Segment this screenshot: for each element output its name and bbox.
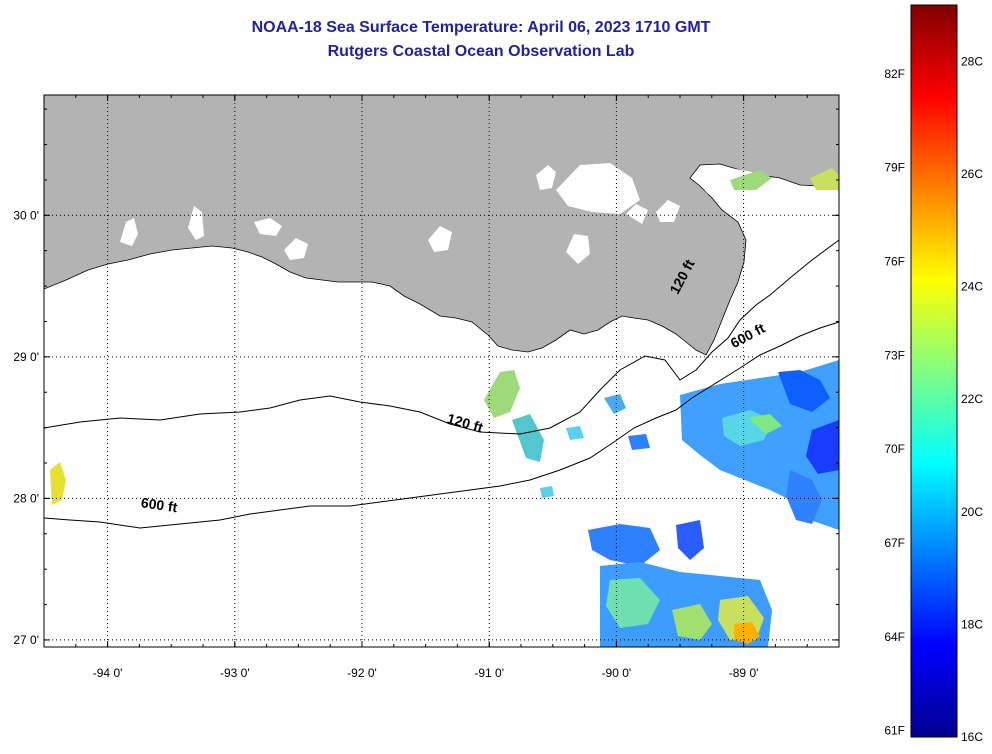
contour-600ft [43, 321, 840, 529]
lake-shape [188, 206, 204, 240]
colorbar-c-label: 28C [961, 54, 983, 68]
lon-tick-label: -93 0' [220, 666, 250, 680]
colorbar [910, 4, 958, 738]
contour-120ft-west [43, 239, 840, 435]
colorbar-c-label: 20C [961, 505, 983, 519]
colorbar-c-label: 26C [961, 167, 983, 181]
colorbar-f-label: 76F [884, 255, 905, 269]
lake-shape [428, 226, 452, 252]
colorbar-c-label: 18C [961, 617, 983, 631]
land-mass [44, 95, 839, 356]
colorbar-f-label: 70F [884, 442, 905, 456]
lat-tick-label: 27 0' [13, 633, 39, 647]
lake-shape [566, 234, 590, 264]
map-title: NOAA-18 Sea Surface Temperature: April 0… [251, 19, 711, 36]
lat-tick-label: 28 0' [13, 491, 39, 505]
lat-tick-label: 30 0' [13, 208, 39, 222]
lon-tick-label: -89 0' [729, 666, 759, 680]
colorbar-f-label: 79F [884, 161, 905, 175]
lake-shape [536, 165, 556, 190]
colorbar-labels: 82F 79F 76F 73F 70F 67F 64F 61F 28C 26C 24C 22C 20C 1… [884, 54, 983, 744]
lon-tick-label: -94 0' [93, 666, 123, 680]
grid-lines [43, 95, 840, 647]
lon-tick-label: -92 0' [347, 666, 377, 680]
lake-shape [254, 218, 282, 236]
colorbar-c-label: 16C [961, 730, 983, 744]
lat-tick-label: 29 0' [13, 350, 39, 364]
lake-shape [656, 200, 680, 222]
colorbar-c-label: 22C [961, 392, 983, 406]
bathymetry-contours [43, 239, 840, 529]
colorbar-f-label: 64F [884, 630, 905, 644]
axis-labels: -94 0' -93 0' -92 0' -91 0' -90 0' -89 0' 30 0… [13, 208, 758, 680]
map-subtitle: Rutgers Coastal Ocean Observation Lab [327, 43, 635, 60]
colorbar-f-label: 61F [884, 724, 905, 738]
colorbar-f-label: 67F [884, 536, 905, 550]
lake-shape [120, 218, 138, 246]
lake-shape [284, 238, 308, 260]
contour-label: 600 ft [140, 494, 179, 515]
lake-shape [626, 204, 648, 224]
lon-tick-label: -91 0' [474, 666, 504, 680]
colorbar-f-label: 73F [884, 348, 905, 362]
colorbar-f-label: 82F [884, 67, 905, 81]
map-frame [43, 94, 840, 648]
lon-tick-label: -90 0' [602, 666, 632, 680]
sst-data-patches [50, 168, 839, 647]
colorbar-c-label: 24C [961, 280, 983, 294]
lake-shape [556, 163, 640, 214]
